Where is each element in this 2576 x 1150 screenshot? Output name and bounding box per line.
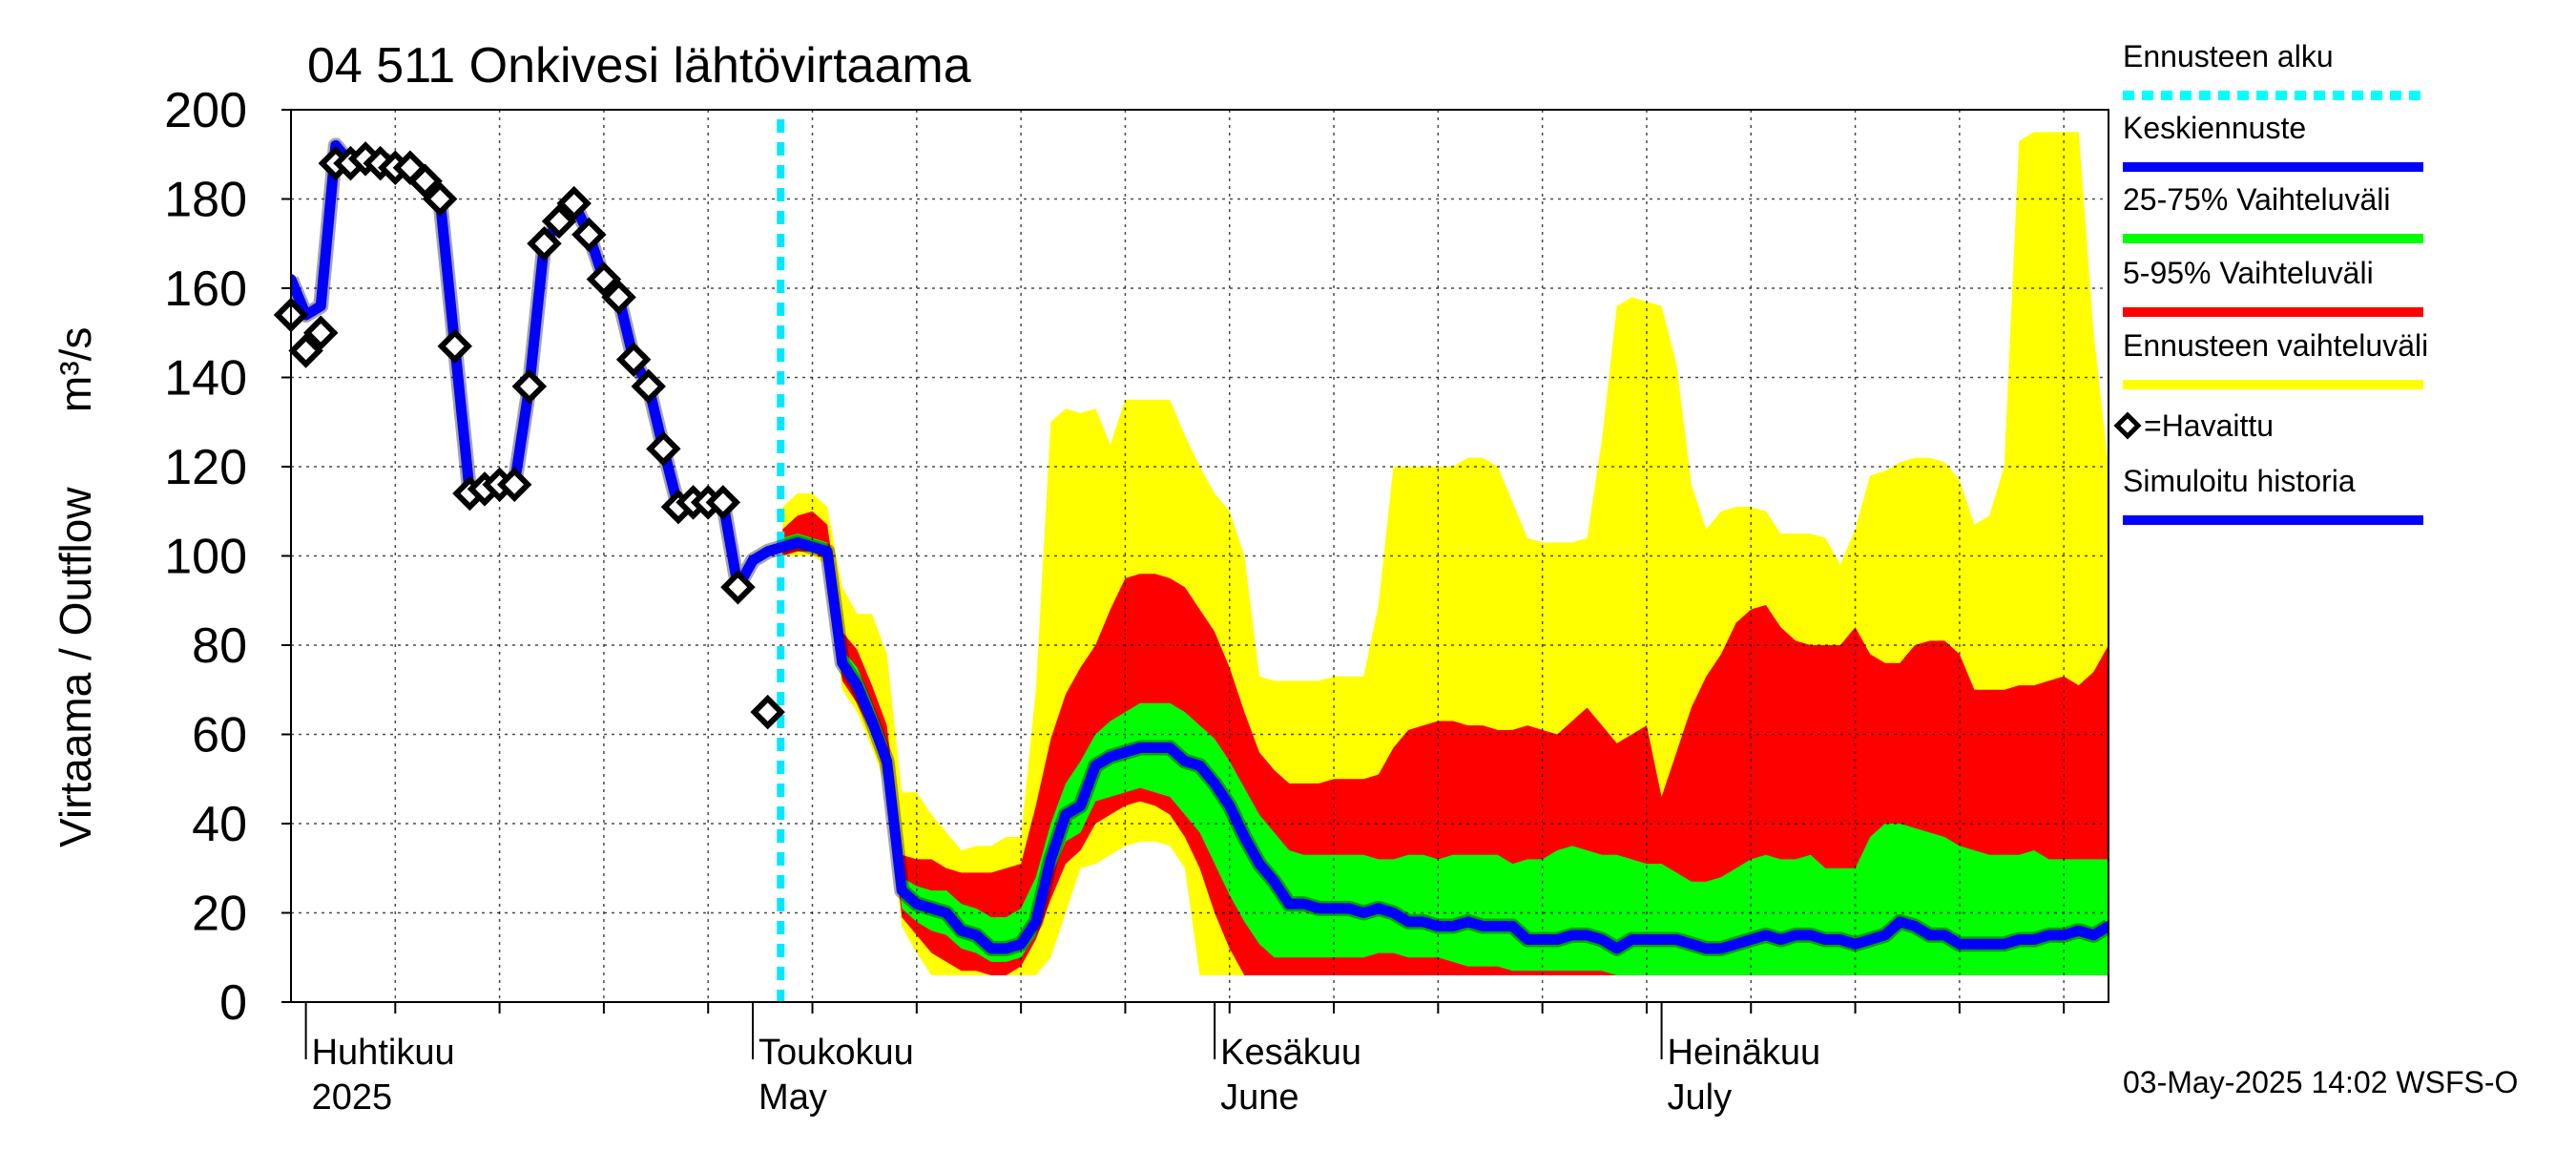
observed-point [407,163,443,199]
x-month-sublabel: 2025 [312,1077,393,1118]
y-tick-label: 100 [164,530,247,585]
observed-point [720,569,756,605]
legend-label: Keskiennuste [2123,111,2306,145]
legend-label: 5-95% Vaihteluväli [2123,256,2374,290]
y-tick-label: 160 [164,261,247,317]
legend-label: Ennusteen vaihteluväli [2123,328,2428,363]
observed-point [496,467,532,502]
y-tick-label: 40 [192,797,247,852]
y-tick-label: 180 [164,173,247,228]
chart-title: 04 511 Onkivesi lähtövirtaama [307,38,971,94]
legend-diamond-icon [2113,411,2142,440]
x-month-sublabel: June [1220,1077,1298,1118]
legend-item: 25-75% Vaihteluväli [2123,182,2423,243]
legend-layer: Ennusteen alku Keskiennuste 25-75% Vaihtel… [2113,39,2428,525]
legend-label: Ennusteen alku [2123,39,2334,73]
y-tick-label: 0 [219,975,247,1031]
observed-point [571,217,607,253]
legend-item: Simuloitu historia [2123,464,2423,525]
legend-item: Ennusteen vaihteluväli [2123,328,2428,389]
x-month-sublabel: July [1668,1077,1733,1118]
observed-point [601,280,636,315]
observed-point [437,328,473,365]
legend-item: =Havaittu [2113,408,2274,443]
observed-point [615,342,652,378]
y-tick-label: 140 [164,351,247,407]
y-tick-label: 60 [192,708,247,763]
grid-layer [291,110,2109,1002]
band-25-75-vaihteluv-li [782,533,2109,975]
y-axis-label: Virtaama / Outflow [51,487,100,847]
legend-item: Ennusteen alku [2123,39,2423,100]
observed-point [750,694,785,730]
y-tick-label: 80 [192,618,247,674]
observed-point [541,203,577,240]
series-shadow [291,137,785,596]
y-tick-label: 20 [192,887,247,942]
y-axis-unit: m³/s [51,327,100,412]
x-month-label: Toukokuu [758,1033,914,1073]
x-month-label: Huhtikuu [312,1033,455,1073]
observed-point [302,315,339,350]
footer-timestamp: 03-May-2025 14:02 WSFS-O [2123,1065,2518,1099]
legend-item: Keskiennuste [2123,111,2423,172]
observed-point [631,368,666,405]
legend-label: =Havaittu [2144,408,2274,443]
observed-point [705,485,741,520]
legend-label: 25-75% Vaihteluväli [2123,182,2390,217]
x-month-label: Kesäkuu [1220,1033,1361,1073]
bands-layer [782,132,2109,975]
series-keskiennuste [777,536,2109,954]
observed-point [288,333,323,368]
legend-item: 5-95% Vaihteluväli [2123,256,2423,317]
observed-point [586,261,622,297]
x-month-sublabel: May [758,1077,827,1118]
legend-label: Simuloitu historia [2123,464,2356,498]
observed-point [646,431,681,467]
x-month-label: Heinäkuu [1668,1033,1821,1073]
observed-point [422,181,458,217]
observed-layer [273,141,785,730]
observed-point [511,368,548,405]
y-tick-label: 200 [164,83,247,138]
observed-point [527,226,562,261]
observed-point [556,185,592,221]
y-tick-label: 120 [164,440,247,495]
